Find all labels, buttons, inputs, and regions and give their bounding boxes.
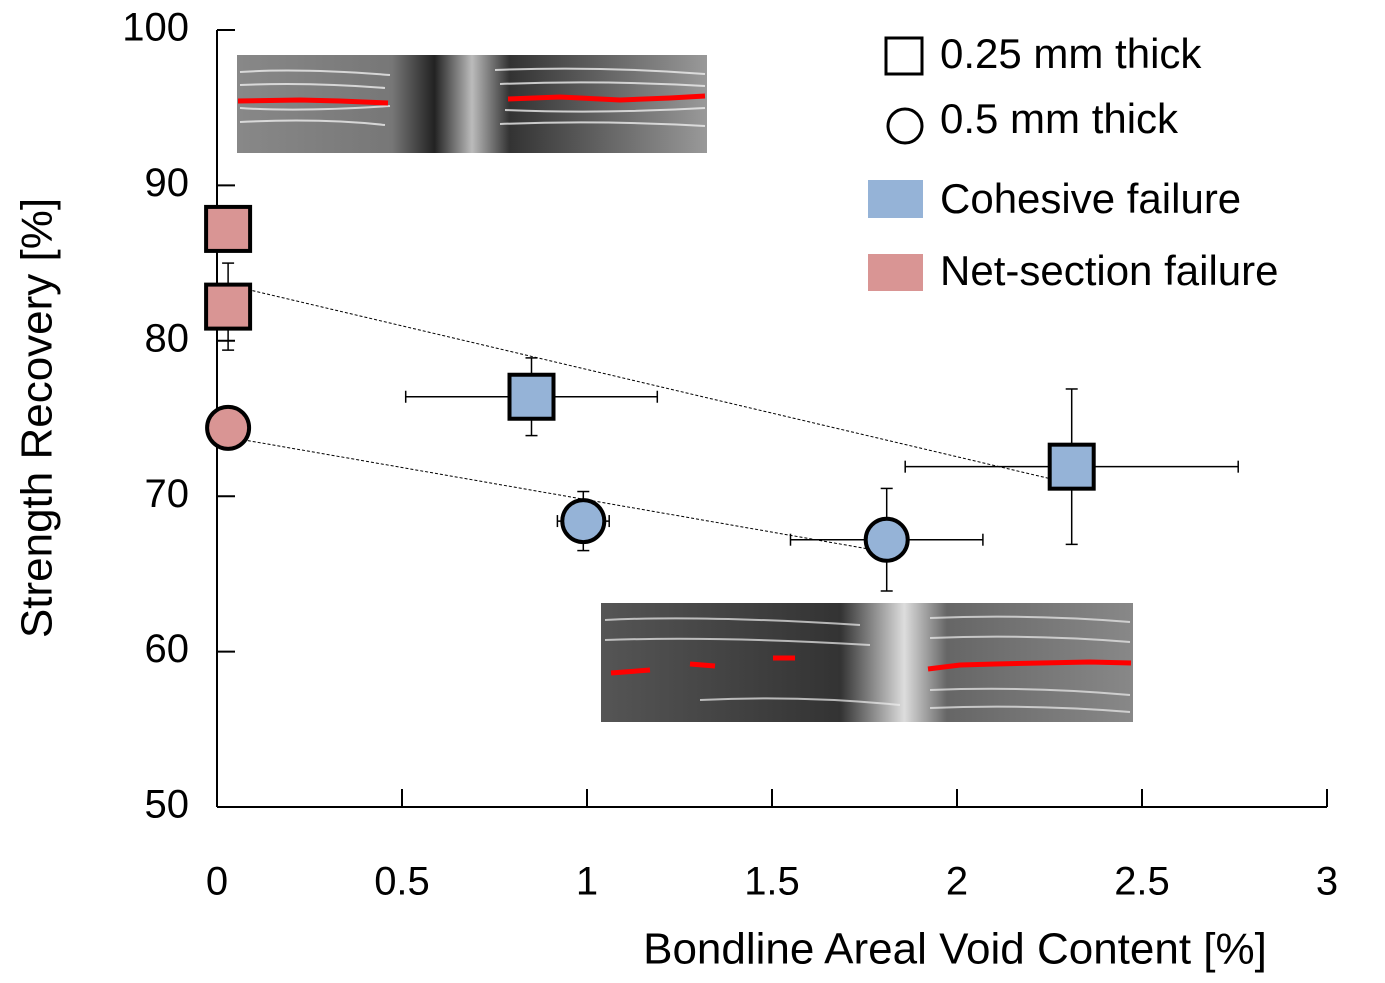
point	[863, 516, 910, 563]
y-tick-label: 90	[145, 161, 190, 205]
point	[560, 498, 607, 545]
y-tick-label: 80	[145, 316, 190, 360]
point	[507, 372, 556, 421]
x-tick-label: 3	[1316, 860, 1338, 904]
point	[204, 282, 253, 331]
legend-label: 0.25 mm thick	[940, 30, 1202, 77]
inset-image-top	[237, 55, 707, 153]
x-tick-label: 0.5	[374, 860, 430, 904]
x-tick-label: 1.5	[744, 860, 800, 904]
trend-line	[227, 284, 1072, 485]
point	[204, 204, 253, 253]
x-axis-title: Bondline Areal Void Content [%]	[643, 925, 1267, 974]
inset-image-bottom	[601, 603, 1133, 722]
legend: 0.25 mm thick 0.5 mm thick Cohesive fail…	[868, 30, 1278, 294]
point	[1047, 442, 1096, 491]
legend-label: 0.5 mm thick	[940, 95, 1179, 142]
legend-swatch	[868, 180, 923, 218]
x-tick-label: 0	[206, 860, 228, 904]
y-tick-label: 60	[145, 627, 190, 671]
y-tick-label: 100	[122, 6, 189, 50]
legend-swatch	[868, 254, 923, 291]
legend-circle	[886, 107, 924, 145]
y-axis-title: Strength Recovery [%]	[13, 198, 62, 638]
trend-line	[228, 436, 887, 553]
x-tick-label: 2.5	[1114, 860, 1170, 904]
legend-square	[884, 36, 924, 76]
point	[205, 404, 252, 451]
legend-label: Net-section failure	[940, 247, 1278, 294]
x-tick-label: 1	[576, 860, 598, 904]
x-tick-label: 2	[946, 860, 968, 904]
legend-label: Cohesive failure	[940, 175, 1241, 222]
y-tick-label: 50	[145, 783, 190, 827]
y-tick-label: 70	[145, 472, 190, 516]
